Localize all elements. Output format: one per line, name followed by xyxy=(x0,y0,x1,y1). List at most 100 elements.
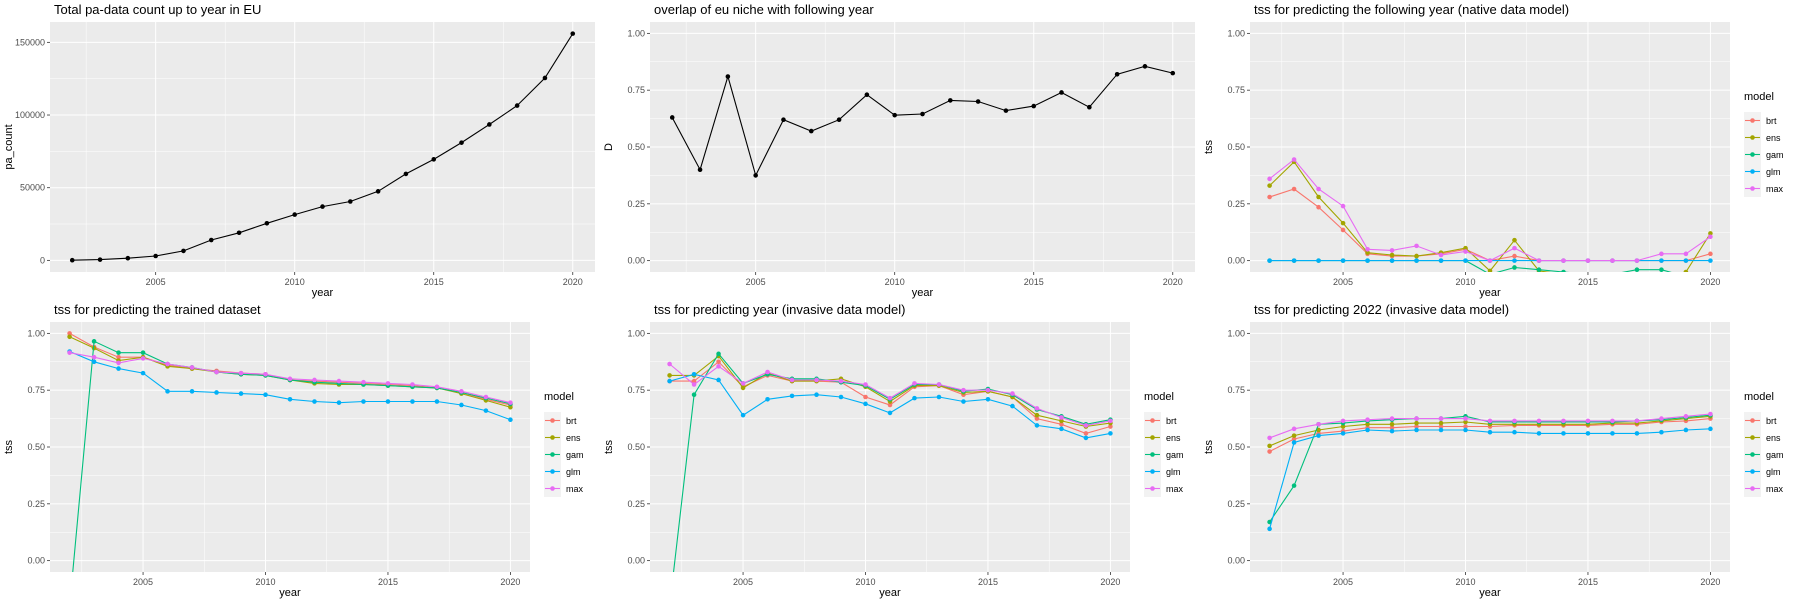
data-point-glm xyxy=(667,378,672,384)
data-point-max xyxy=(312,377,317,383)
data-point-max xyxy=(263,371,268,377)
y-tick-label: 1.00 xyxy=(1227,28,1245,38)
data-point-max xyxy=(1708,411,1713,417)
y-tick-label: 0.75 xyxy=(627,85,645,95)
data-point-gam xyxy=(1612,271,1613,272)
y-axis-label: tss xyxy=(1203,439,1215,454)
data-point-value xyxy=(669,115,675,120)
data-point-max xyxy=(1487,418,1493,424)
data-point-ens xyxy=(1365,250,1370,255)
data-point-glm xyxy=(1438,258,1444,263)
legend-label: max xyxy=(1766,484,1784,494)
data-point-brt xyxy=(1083,431,1089,436)
data-point-max xyxy=(1316,186,1321,192)
legend-key-point xyxy=(1750,469,1755,474)
data-point-glm xyxy=(1536,431,1542,436)
data-point-max xyxy=(1438,252,1444,258)
data-point-value xyxy=(97,257,103,262)
y-tick-label: 0.25 xyxy=(1227,499,1245,509)
data-point-value xyxy=(487,122,492,127)
data-point-max xyxy=(985,387,991,393)
data-point-glm xyxy=(189,389,195,394)
data-point-max xyxy=(1683,251,1689,257)
data-point-value xyxy=(181,248,186,254)
data-point-ens xyxy=(1267,183,1272,188)
chart-panel-tss-following-year: tss for predicting the following year (n… xyxy=(1203,2,1784,299)
data-point-glm xyxy=(1683,427,1689,433)
data-point-brt xyxy=(1340,227,1346,233)
data-point-glm xyxy=(1034,423,1040,428)
data-point-max xyxy=(1108,418,1113,424)
data-point-brt xyxy=(1463,424,1468,429)
data-point-ens xyxy=(1034,412,1040,418)
data-point-brt xyxy=(1267,449,1272,454)
data-point-value xyxy=(753,173,758,178)
data-point-value xyxy=(975,99,981,104)
y-axis-label: pa_count xyxy=(3,124,15,169)
x-tick-label: 2005 xyxy=(1333,277,1353,287)
legend-key-point xyxy=(1750,186,1755,191)
data-point-ens xyxy=(1414,420,1419,426)
data-point-value xyxy=(320,204,325,209)
data-point-max xyxy=(887,395,893,401)
data-point-glm xyxy=(912,395,917,401)
data-point-max xyxy=(1683,414,1689,419)
data-point-value xyxy=(236,230,242,236)
data-point-max xyxy=(410,382,415,387)
chart-title: overlap of eu niche with following year xyxy=(654,2,874,17)
data-point-glm xyxy=(165,389,170,394)
data-point-brt xyxy=(67,331,72,336)
chart-panel-tss-trained-dataset: tss for predicting the trained dataset y… xyxy=(3,302,584,599)
legend-key-point xyxy=(1750,486,1755,491)
chart-panel-tss-invasive-2022: tss for predicting 2022 (invasive data m… xyxy=(1203,302,1784,599)
data-point-value xyxy=(920,111,925,117)
y-tick-label: 100000 xyxy=(15,110,45,120)
data-point-ens xyxy=(1365,421,1370,427)
data-point-gam xyxy=(1587,271,1589,272)
data-point-glm xyxy=(1634,431,1640,436)
data-point-glm xyxy=(140,370,146,376)
data-point-ens xyxy=(1340,424,1346,429)
data-point-max xyxy=(1034,406,1040,411)
legend-key-point xyxy=(1750,135,1755,140)
data-point-brt xyxy=(1034,416,1040,421)
data-point-brt xyxy=(1291,186,1297,192)
data-point-gam xyxy=(716,351,721,357)
data-point-glm xyxy=(1610,431,1615,436)
data-point-glm xyxy=(1585,431,1591,436)
data-point-max xyxy=(936,382,942,387)
x-tick-label: 2020 xyxy=(1100,577,1120,587)
data-point-brt xyxy=(863,394,868,400)
data-point-glm xyxy=(1340,431,1346,436)
data-point-max xyxy=(1059,415,1064,420)
legend-key-point xyxy=(1750,452,1755,457)
x-axis-label: year xyxy=(312,287,334,299)
data-point-glm xyxy=(936,394,942,400)
data-point-value xyxy=(1059,90,1064,95)
data-point-value xyxy=(725,74,731,79)
legend-key-point xyxy=(1750,118,1755,123)
data-point-ens xyxy=(508,404,513,410)
data-point-glm xyxy=(1340,258,1346,263)
data-point-ens xyxy=(1463,245,1468,251)
data-point-max xyxy=(1512,418,1517,424)
legend-key-point xyxy=(1750,152,1755,157)
x-tick-label: 2005 xyxy=(1333,577,1353,587)
data-point-glm xyxy=(887,410,893,416)
legend-label: glm xyxy=(1166,467,1181,477)
legend-label: ens xyxy=(1766,133,1781,143)
data-point-max xyxy=(1610,418,1615,424)
data-point-ens xyxy=(1316,427,1321,433)
data-point-glm xyxy=(1487,429,1493,435)
data-point-ens xyxy=(1059,418,1064,424)
legend-key-point xyxy=(1750,169,1755,174)
data-point-ens xyxy=(740,385,746,391)
data-point-max xyxy=(336,378,342,384)
legend-label: ens xyxy=(566,433,581,443)
data-point-brt xyxy=(887,402,893,408)
chart-title: tss for predicting year (invasive data m… xyxy=(654,302,905,317)
data-point-brt xyxy=(1438,424,1444,429)
data-point-value xyxy=(1003,108,1009,113)
legend-label: brt xyxy=(1766,416,1777,426)
data-point-max xyxy=(838,378,844,384)
